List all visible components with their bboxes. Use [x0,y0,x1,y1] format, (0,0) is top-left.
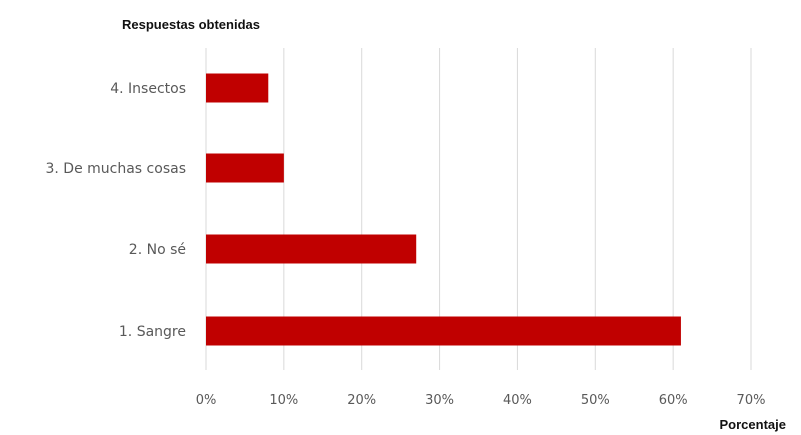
bar [206,234,417,264]
category-label: 3. De muchas cosas [46,161,187,177]
y-axis-title: Respuestas obtenidas [122,17,260,32]
x-tick-label: 20% [347,393,376,408]
bar [206,73,269,103]
tick-labels: 0% 10% 20% 30% 40% 50% 60% 70% [196,393,766,408]
x-tick-label: 30% [425,393,454,408]
category-label: 1. Sangre [119,324,186,340]
gridlines [205,48,752,370]
category-labels: 4. Insectos 3. De muchas cosas 2. No sé 1. … [46,81,187,340]
x-tick-label: 10% [269,393,298,408]
bar [206,316,681,346]
x-axis-title: Porcentaje [720,417,786,432]
bar [206,153,284,183]
x-tick-label: 50% [581,393,610,408]
category-label: 4. Insectos [110,81,186,97]
x-tick-label: 0% [196,393,217,408]
x-tick-label: 70% [737,393,766,408]
x-tick-label: 60% [659,393,688,408]
bars [206,73,681,346]
category-label: 2. No sé [129,242,186,258]
x-tick-label: 40% [503,393,532,408]
